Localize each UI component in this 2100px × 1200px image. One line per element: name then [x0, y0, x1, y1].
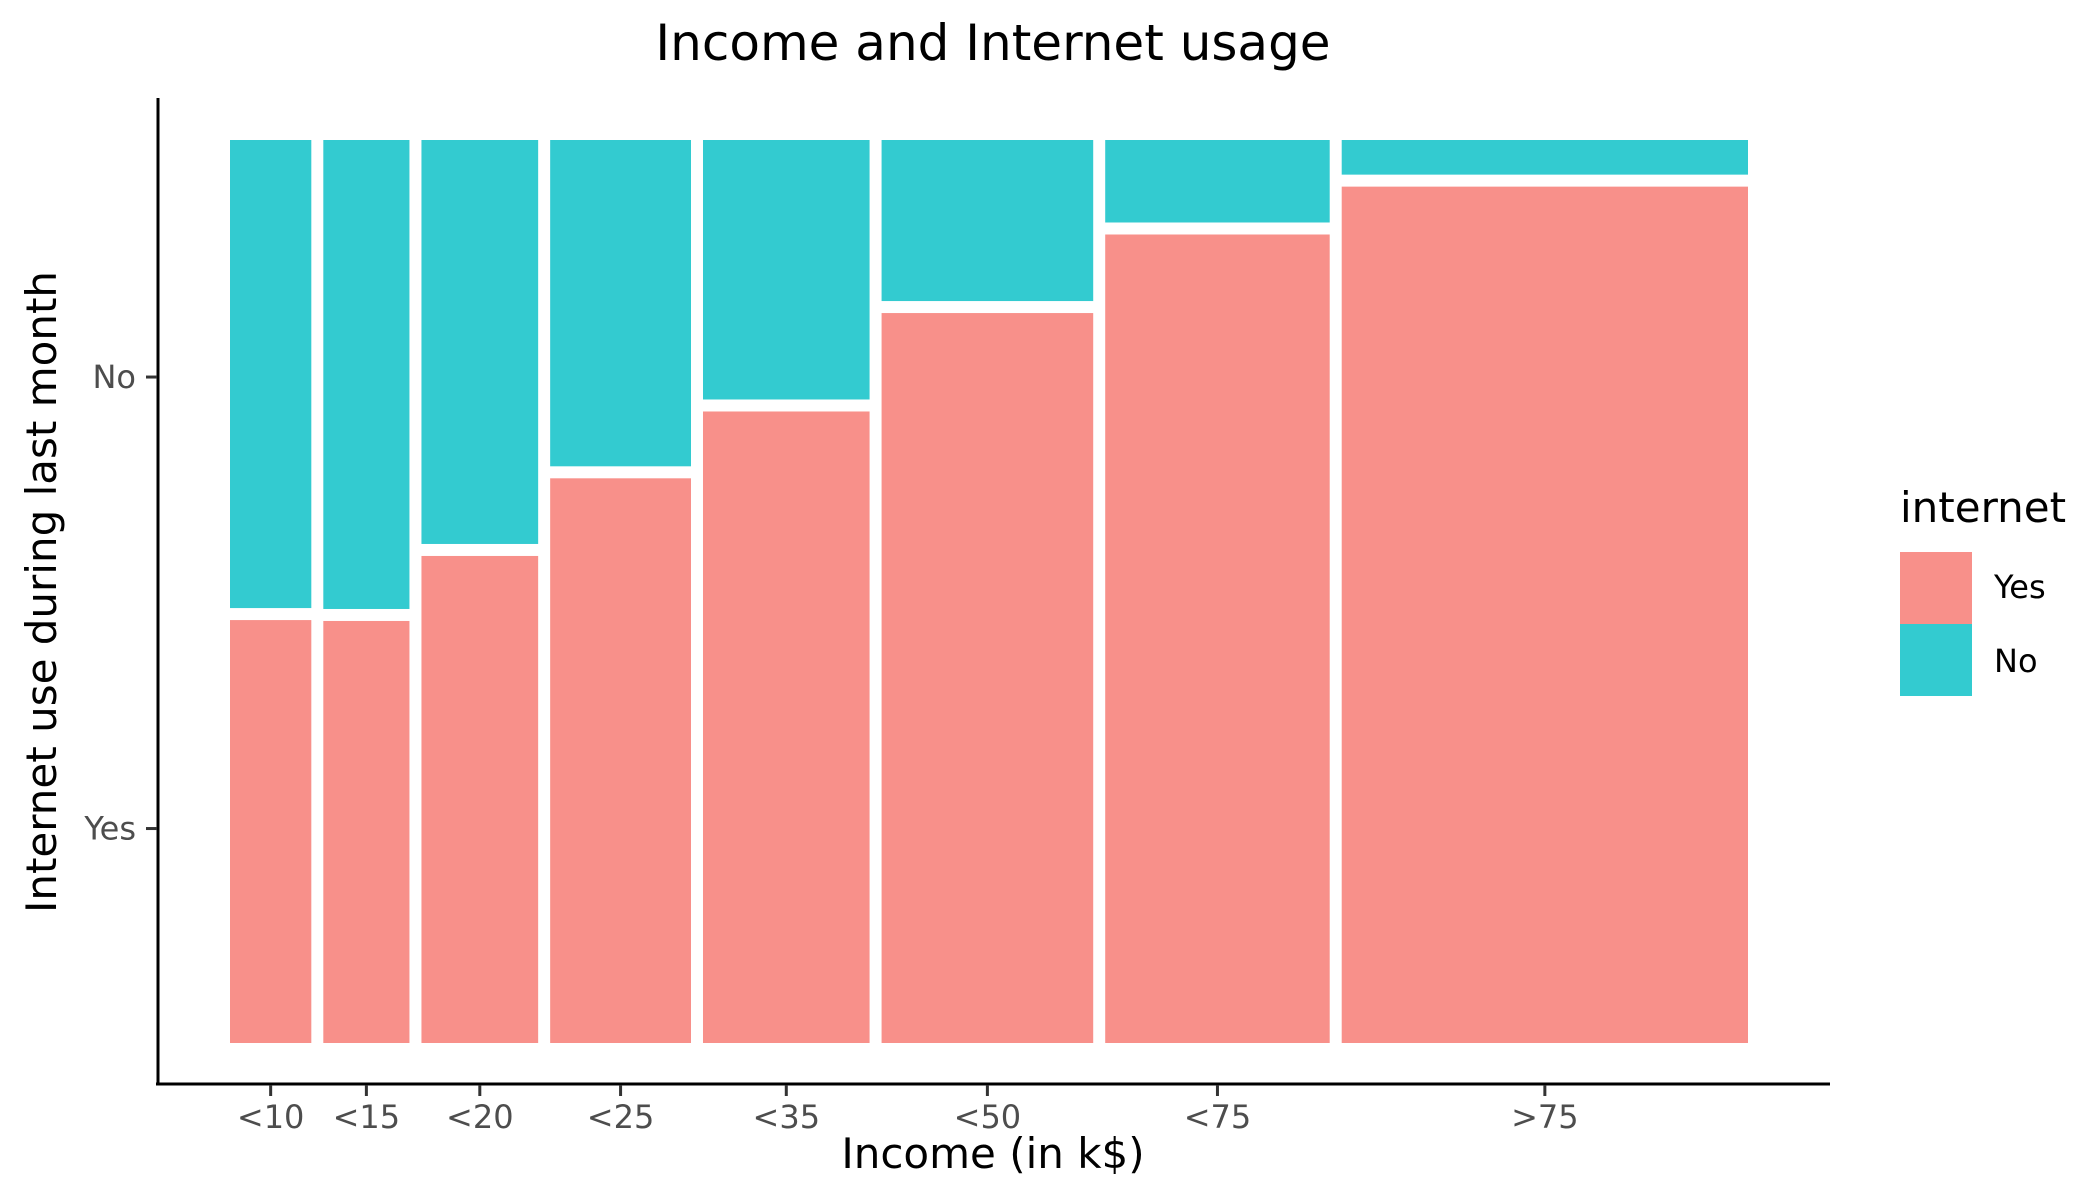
chart-title: Income and Internet usage	[655, 14, 1330, 72]
mosaic-cell-2-yes	[323, 620, 410, 1043]
mosaic-cell-7-yes	[1105, 234, 1330, 1043]
x-tick-label: <25	[587, 1098, 655, 1136]
mosaic-cell-3-yes	[421, 555, 539, 1043]
mosaic-cell-5-no	[702, 140, 870, 400]
mosaic-cell-8-no	[1341, 140, 1748, 175]
y-axis-ticks: Yes No	[83, 358, 157, 848]
legend-key-yes	[1900, 552, 1972, 624]
legend: internet Yes No	[1900, 483, 2066, 696]
x-tick-label: <15	[333, 1098, 401, 1136]
mosaic-cell-3-no	[421, 140, 539, 544]
mosaic-cell-1-yes	[230, 620, 312, 1043]
mosaic-cell-4-no	[550, 140, 691, 467]
y-tick-label: No	[92, 358, 136, 396]
mosaic-cell-5-yes	[702, 411, 870, 1043]
x-tick-label: >75	[1511, 1098, 1579, 1136]
mosaic-cell-8-yes	[1341, 186, 1748, 1043]
y-tick-label: Yes	[83, 810, 136, 848]
mosaic-cell-7-no	[1105, 140, 1330, 223]
x-axis-title: Income (in k$)	[841, 1129, 1144, 1178]
mosaic-cell-6-yes	[881, 313, 1094, 1043]
legend-label-no: No	[1994, 642, 2038, 680]
mosaic-cell-4-yes	[550, 478, 691, 1044]
x-tick-label: <50	[954, 1098, 1022, 1136]
x-tick-label: <20	[446, 1098, 514, 1136]
y-axis-title: Internet use during last month	[17, 271, 66, 913]
x-axis-ticks: <10 <15 <20 <25 <35 <50 <75 >75	[237, 1085, 1579, 1136]
plot-area	[230, 140, 1748, 1044]
mosaic-cell-1-no	[230, 140, 312, 609]
legend-title: internet	[1900, 483, 2066, 532]
legend-key-no	[1900, 624, 1972, 696]
x-tick-label: <10	[237, 1098, 305, 1136]
x-tick-label: <35	[753, 1098, 821, 1136]
legend-label-yes: Yes	[1993, 568, 2046, 606]
mosaic-cell-2-no	[323, 140, 410, 609]
mosaic-cell-6-no	[881, 140, 1094, 302]
x-tick-label: <75	[1184, 1098, 1252, 1136]
